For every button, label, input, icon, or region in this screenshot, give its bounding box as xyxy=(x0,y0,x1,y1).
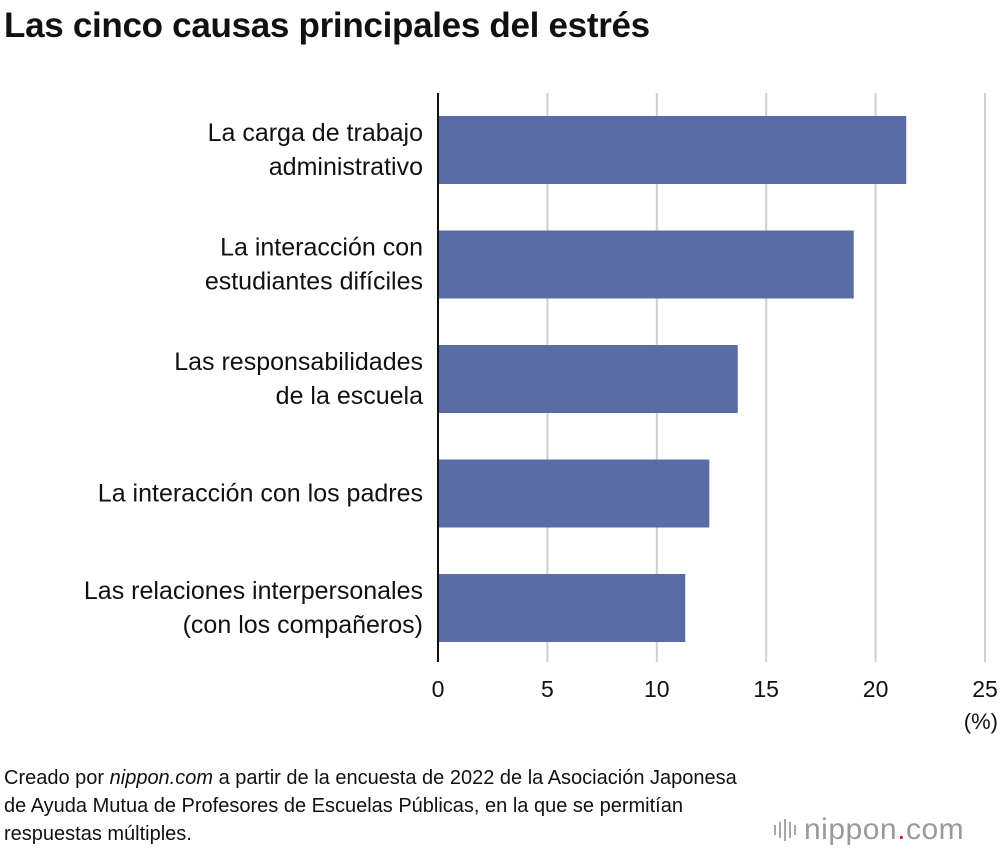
x-tick-label: 10 xyxy=(644,676,670,702)
logo-dot: . xyxy=(897,813,906,846)
category-label-line: (con los compañeros) xyxy=(183,611,423,639)
logo-text: nippon.com xyxy=(804,813,964,847)
nippon-logo: nippon.com xyxy=(774,812,964,848)
category-label-line: Las relaciones interpersonales xyxy=(84,577,423,605)
category-label: La carga de trabajo administrativo xyxy=(208,119,423,181)
source-site: nippon.com xyxy=(109,767,214,789)
bar xyxy=(438,345,738,413)
category-label-line: La carga de trabajo xyxy=(208,119,423,147)
category-label: La interacción con los padres xyxy=(98,480,423,508)
category-label-line: de la escuela xyxy=(276,382,423,410)
category-label: La interacción con estudiantes difíciles xyxy=(205,234,423,296)
category-label-line: La interacción con los padres xyxy=(98,480,423,508)
category-label-line: Las responsabilidades xyxy=(174,348,423,376)
bar xyxy=(438,574,686,642)
category-label-line: La interacción con xyxy=(220,234,423,262)
x-unit-label: (%) xyxy=(964,709,998,734)
x-tick-label: 25 xyxy=(972,676,998,702)
category-label: Las responsabilidades de la escuela xyxy=(174,348,423,410)
category-label-line: estudiantes difíciles xyxy=(205,268,423,296)
bar xyxy=(438,230,854,299)
category-label: Las relaciones interpersonales (con los c… xyxy=(84,577,423,639)
source-prefix: Creado por xyxy=(4,767,110,789)
x-tick-label: 20 xyxy=(863,676,889,702)
category-label-line: administrativo xyxy=(269,153,423,181)
logo-name: nippon xyxy=(804,813,898,846)
logo-mark-icon xyxy=(774,819,796,841)
source-note: Creado por nippon.com a partir de la enc… xyxy=(4,764,764,848)
chart-title: Las cinco causas principales del estrés xyxy=(4,6,650,45)
source-suffix: a partir de la encuesta de 2022 de la As… xyxy=(4,767,737,845)
bar-chart: La carga de trabajo administrativo La inte… xyxy=(84,93,998,734)
bar xyxy=(438,116,907,184)
bar xyxy=(438,459,710,528)
logo-tld: com xyxy=(905,813,965,846)
x-tick-label: 15 xyxy=(753,676,779,702)
x-tick-label: 5 xyxy=(541,676,554,702)
x-tick-label: 0 xyxy=(432,676,445,702)
